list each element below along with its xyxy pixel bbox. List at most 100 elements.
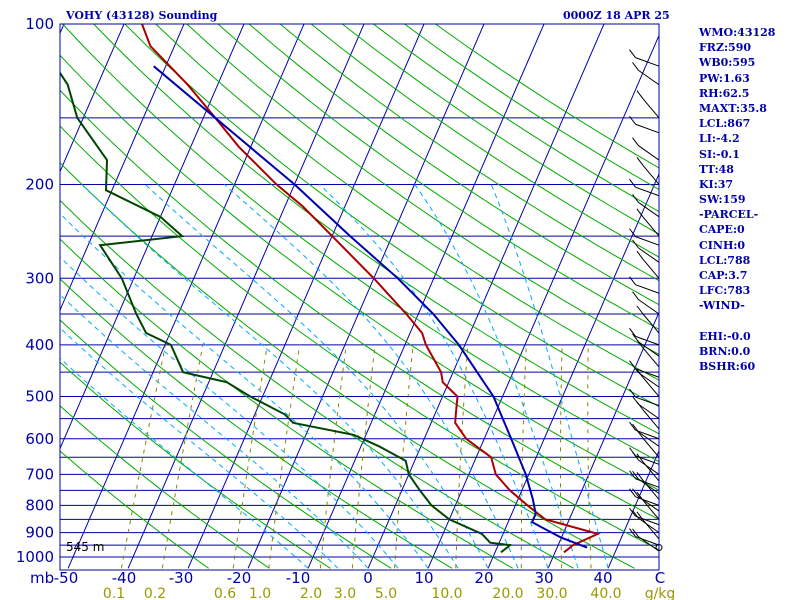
moist-adiabat [60,293,369,569]
wind-barb [629,488,660,506]
wind-barb [629,178,660,197]
index-line: SW:159 [699,193,746,207]
dry-adiabat [155,24,659,381]
isotherm-line [0,12,9,568]
moist-adiabat [144,184,489,569]
wind-barb [629,470,660,488]
index-line: EHI:-0.0 [699,329,751,343]
index-line: TT:48 [699,162,734,176]
sounding-time: 0000Z 18 APR 25 [563,9,670,22]
dry-adiabat [60,238,514,569]
mixing-ratio-label: 1.0 [249,586,271,600]
parcel-line [153,65,588,549]
pressure-tick-label: 700 [25,465,54,483]
wind-barb [636,305,660,334]
index-line: LCL:867 [699,117,751,131]
mixing-ratio-label: 0.1 [103,586,125,600]
isotherm-line [668,12,800,568]
moist-adiabat [490,184,609,569]
surface-height-label: 545 m [66,540,104,554]
index-line: BRN:0.0 [699,344,751,358]
isotherm-line [487,172,659,569]
temperature-tick-label: 30 [534,569,553,587]
dry-adiabat [186,24,659,356]
isotherm-line [307,24,545,569]
temperature-tick-label: -50 [54,569,79,587]
dry-adiabat [217,24,659,330]
wind-barb [629,507,660,526]
mixing-ratio-label: 10.0 [431,586,462,600]
wind-barbs [629,49,663,552]
wind-barb [632,62,660,86]
indices-panel: WMO:43128 FRZ:590 WB0:595 PW:1.63 RH:62.5 MAX… [699,25,799,374]
dry-adiabat [60,361,331,569]
wind-barb [632,194,660,218]
moist-adiabat [319,184,549,569]
mixing-ratio-label: 2.0 [300,586,322,600]
wind-barb [632,395,660,420]
index-line: FRZ:590 [699,41,752,55]
isotherm-line [60,24,245,450]
dry-adiabat [248,24,659,306]
isotherm-line [187,24,425,569]
dry-adiabat [61,24,659,463]
wind-barb [629,228,660,246]
isotherm-line [60,24,125,173]
index-line: WB0:595 [699,56,756,70]
temperature-tick-label: 20 [474,569,493,587]
temperature-tick-label: -10 [286,569,311,587]
temperature-tick-label: C [655,569,665,587]
index-line: WMO:43128 [699,26,776,39]
mixing-ratio-label: 40.0 [590,586,621,600]
dry-adiabat [124,24,659,408]
wind-barb [629,360,660,378]
wind-barb [636,208,660,237]
dry-adiabat [60,162,635,569]
wind-barb [629,421,660,440]
index-line: LFC:783 [699,284,751,298]
mixing-ratio-label: 0.2 [144,586,166,600]
dry-adiabat [60,54,659,491]
mixing-ratio-label: 0.6 [214,586,236,600]
isotherm-line [247,24,485,569]
isotherm-line [67,24,305,569]
isotherm-line [607,449,659,569]
temperature-tick-label: 40 [593,569,612,587]
pressure-tick-label: 500 [25,388,54,406]
pressure-tick-label: 900 [25,524,54,542]
index-line: RH:62.5 [699,86,750,100]
isotherm-line [127,24,365,569]
grid-lines [0,12,800,569]
index-line: SI:-0.1 [699,147,740,161]
dry-adiabat [93,24,659,435]
wind-barb [629,388,660,407]
dewpoint-line [60,71,513,554]
temperature-line [141,24,601,554]
index-line: CINH:0 [699,238,746,252]
pressure-tick-label: 100 [25,15,54,33]
temperature-tick-label: -30 [169,569,194,587]
index-line: -PARCEL- [699,208,759,222]
pressure-tick-label: 1000 [16,548,54,566]
dry-adiabat [60,319,392,569]
index-line: LCL:788 [699,253,751,267]
index-line: CAP:3.7 [699,269,748,282]
mixing-ratio-label: 20.0 [492,586,523,600]
plot-frame [59,23,660,571]
index-line: CAPE:0 [699,223,745,237]
temperature-tick-label: -20 [227,569,252,587]
index-line: MAXT:35.8 [699,101,767,115]
mixing-ratio-label: 30.0 [536,586,567,600]
wind-barb [629,115,660,134]
sounding-lines [60,24,601,554]
wind-barb [629,528,660,546]
dry-adiabat [60,199,574,569]
mixing-ratio-unit: g/kg [645,586,676,600]
station-title: VOHY (43128) Sounding [66,9,218,22]
dry-adiabat [60,278,453,569]
dry-adiabat [60,450,209,569]
dry-adiabat [279,24,659,282]
isotherm-line [60,24,65,35]
mixing-ratio-label: 5.0 [375,586,397,600]
temperature-tick-label: -40 [112,569,137,587]
